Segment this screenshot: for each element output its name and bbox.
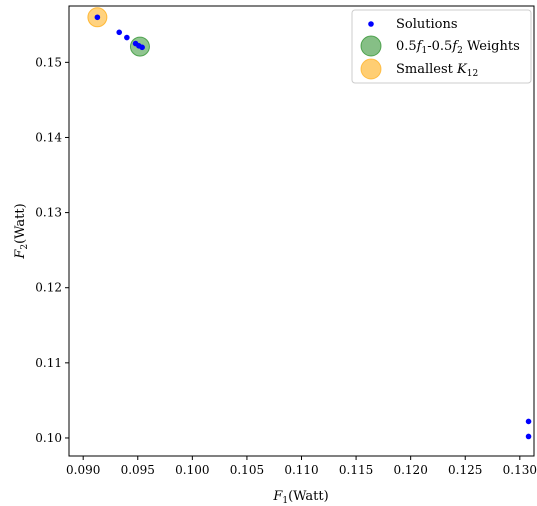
x-tick-label: 0.090 [66,463,100,477]
y-axis-ticks: 0.10 0.11 0.12 0.13 0.14 0.15 [35,55,69,445]
legend-marker-smallest [360,58,382,80]
y-tick-label: 0.11 [35,356,62,370]
legend-label-weights: 0.5f1-0.5f2 Weights [396,39,520,56]
solution-point [124,34,130,41]
legend-label-smallest: Smallest K12 [396,62,478,79]
solution-point [139,44,145,51]
y-axis-label: F2(Watt) [13,203,30,259]
legend-box [351,9,532,84]
x-tick-label: 0.105 [230,463,264,477]
x-axis-ticks: 0.090 0.095 0.100 0.105 0.110 0.115 0.120 0.125… [66,456,537,477]
y-tick-label: 0.15 [35,55,62,69]
x-tick-label: 0.100 [175,463,209,477]
y-tick-label: 0.10 [35,431,62,445]
x-tick-label: 0.110 [284,463,318,477]
legend-label-solutions: Solutions [396,17,458,32]
solution-point [94,14,101,21]
x-axis-label: F1(Watt) [272,489,328,506]
y-tick-label: 0.14 [35,130,62,144]
solution-point [525,433,532,440]
x-tick-label: 0.125 [448,463,482,477]
legend: Solutions 0.5f1-0.5f2 Weights Smallest K… [351,9,532,84]
legend-marker-weights [360,35,382,57]
legend-marker-solutions [368,21,374,27]
x-tick-label: 0.130 [503,463,537,477]
solution-point [116,29,123,36]
solution-point [525,418,532,425]
y-tick-label: 0.13 [35,206,62,220]
x-tick-label: 0.095 [121,463,155,477]
y-tick-label: 0.12 [35,281,62,295]
x-tick-label: 0.115 [339,463,373,477]
x-tick-label: 0.120 [393,463,427,477]
data-points [87,7,532,440]
